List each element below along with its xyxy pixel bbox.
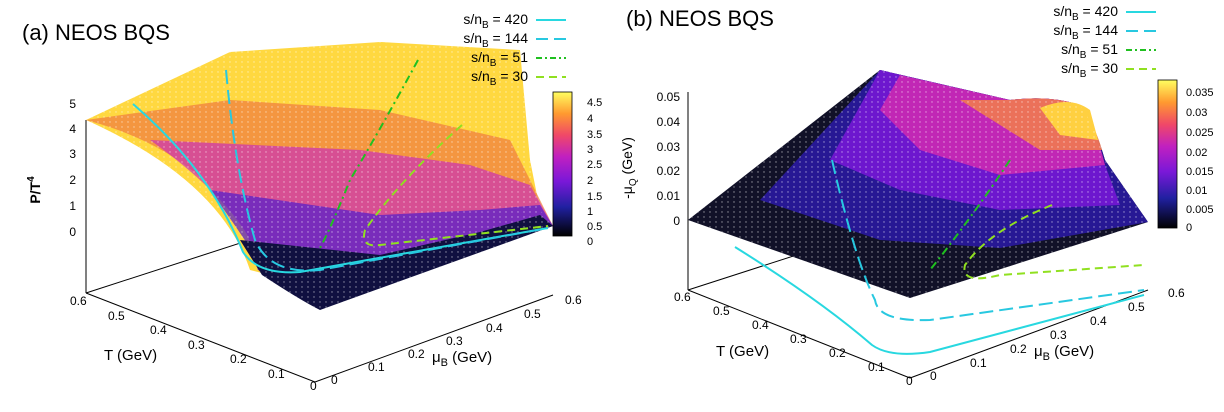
y-tick: 0.5 bbox=[1128, 300, 1145, 314]
colorbar-tick: 0.01 bbox=[1186, 185, 1207, 197]
colorbar-tick: 4.5 bbox=[587, 97, 602, 109]
x-tick: 0.4 bbox=[150, 323, 167, 337]
panel-a-legend: s/nB = 420 s/nB = 144 s/nB = 51 s/nB = 3… bbox=[463, 11, 566, 88]
z-tick: 0 bbox=[69, 225, 76, 239]
x-tick: 0.6 bbox=[674, 290, 691, 304]
y-tick: 0 bbox=[331, 373, 338, 387]
y-tick: 0.2 bbox=[408, 347, 425, 361]
y-tick: 0.3 bbox=[1050, 328, 1067, 342]
series-420 bbox=[132, 103, 549, 274]
legend-label: s/nB = 30 bbox=[471, 68, 528, 88]
z-tick: 0 bbox=[673, 214, 680, 228]
panel-b-x-label: T (GeV) bbox=[716, 343, 769, 360]
legend-label: s/nB = 144 bbox=[1053, 22, 1118, 42]
z-tick: 2 bbox=[69, 173, 76, 187]
panel-a-y-ticks: 0 0.1 0.2 0.3 0.4 0.5 0.6 bbox=[331, 293, 582, 387]
y-tick: 0.5 bbox=[524, 307, 541, 321]
panel-b-z-label: -μQ (GeV) bbox=[619, 137, 639, 199]
y-tick: 0.4 bbox=[1090, 314, 1107, 328]
y-tick: 0.2 bbox=[1010, 342, 1027, 356]
colorbar-tick: 4 bbox=[587, 113, 593, 125]
series-30 bbox=[363, 124, 549, 247]
colorbar-tick: 2 bbox=[587, 175, 593, 187]
z-tick: 1 bbox=[69, 199, 76, 213]
x-tick: 0.4 bbox=[752, 318, 769, 332]
colorbar-tick: 0.02 bbox=[1186, 147, 1207, 159]
colorbar-tick: 0 bbox=[1186, 222, 1192, 234]
panel-a-title: (a) NEOS BQS bbox=[22, 20, 170, 45]
panel-a-z-label: P/T4 bbox=[26, 176, 43, 204]
legend-label: s/nB = 30 bbox=[1061, 60, 1118, 80]
panel-a-x-ticks: 0.6 0.5 0.4 0.3 0.2 0.1 0 bbox=[70, 294, 317, 393]
panel-a-y-label: μB (GeV) bbox=[432, 349, 492, 369]
panel-b-z-ticks: 0.05 0.04 0.03 0.02 0.01 0 bbox=[657, 90, 681, 228]
z-tick: 0.01 bbox=[657, 189, 681, 203]
panel-a-z-ticks: 5 4 3 2 1 0 bbox=[69, 97, 76, 239]
x-tick: 0.6 bbox=[70, 294, 87, 308]
z-tick: 0.05 bbox=[657, 90, 681, 104]
x-tick: 0.5 bbox=[108, 309, 125, 323]
x-tick: 0.2 bbox=[829, 346, 846, 360]
colorbar-tick: 0.015 bbox=[1186, 166, 1214, 178]
colorbar-tick: 0.035 bbox=[1186, 87, 1214, 99]
colorbar-tick: 0.5 bbox=[587, 221, 602, 233]
x-tick: 0 bbox=[310, 379, 317, 393]
colorbar-tick: 3 bbox=[587, 144, 593, 156]
x-tick: 0.5 bbox=[713, 304, 730, 318]
series-51 bbox=[319, 59, 419, 249]
x-tick: 0.1 bbox=[868, 360, 885, 374]
panel-a: (a) NEOS BQS 5 4 3 2 1 0 P/T4 bbox=[22, 11, 602, 393]
panel-a-floor bbox=[85, 120, 554, 383]
series-51 bbox=[929, 159, 1011, 271]
series-144 bbox=[831, 159, 1145, 322]
legend-label: s/nB = 51 bbox=[471, 49, 528, 69]
panel-b-legend: s/nB = 420 s/nB = 144 s/nB = 51 s/nB = 3… bbox=[1053, 3, 1156, 80]
z-tick: 3 bbox=[69, 147, 76, 161]
panel-b-curves bbox=[734, 159, 1145, 355]
colorbar-tick: 3.5 bbox=[587, 129, 602, 141]
panel-b-y-ticks: 0 0.1 0.2 0.3 0.4 0.5 0.6 bbox=[930, 286, 1185, 383]
colorbar-tick: 0.005 bbox=[1186, 204, 1214, 216]
x-tick: 0.1 bbox=[268, 367, 285, 381]
z-tick: 0.02 bbox=[657, 164, 681, 178]
y-tick: 0.6 bbox=[1168, 286, 1185, 300]
z-tick: 5 bbox=[69, 97, 76, 111]
panel-b: (b) NEOS BQS 0.05 0.04 0.03 0.02 0.01 0 … bbox=[619, 3, 1214, 388]
y-tick: 0.6 bbox=[565, 293, 582, 307]
colorbar-tick: 0.025 bbox=[1186, 127, 1214, 139]
y-tick: 0.3 bbox=[446, 334, 463, 348]
x-tick: 0.3 bbox=[790, 332, 807, 346]
y-tick: 0 bbox=[930, 369, 937, 383]
panel-a-x-label: T (GeV) bbox=[104, 347, 157, 364]
series-144 bbox=[225, 69, 549, 272]
series-30 bbox=[963, 204, 1145, 280]
z-tick: 4 bbox=[69, 122, 76, 136]
colorbar-tick: 1.5 bbox=[587, 191, 602, 203]
y-tick: 0.1 bbox=[970, 356, 987, 370]
x-tick: 0 bbox=[906, 374, 913, 388]
panel-b-x-ticks: 0.6 0.5 0.4 0.3 0.2 0.1 0 bbox=[674, 290, 913, 388]
colorbar-tick: 1 bbox=[587, 206, 593, 218]
panel-b-title: (b) NEOS BQS bbox=[626, 6, 774, 31]
legend-label: s/nB = 51 bbox=[1061, 41, 1118, 61]
x-tick: 0.2 bbox=[230, 352, 247, 366]
panel-b-colorbar: 0.035 0.03 0.025 0.02 0.015 0.01 0.005 0 bbox=[1157, 79, 1214, 234]
series-420 bbox=[734, 246, 1145, 355]
panel-a-colorbar: 4.5 4 3.5 3 2.5 2 1.5 1 0.5 0 bbox=[552, 91, 602, 248]
z-tick: 0.04 bbox=[657, 115, 681, 129]
x-tick: 0.3 bbox=[188, 338, 205, 352]
legend-label: s/nB = 420 bbox=[463, 11, 528, 31]
panel-b-y-label: μB (GeV) bbox=[1034, 343, 1094, 363]
colorbar-tick: 0 bbox=[587, 236, 593, 248]
z-tick: 0.03 bbox=[657, 140, 681, 154]
colorbar-tick: 0.03 bbox=[1186, 107, 1207, 119]
y-tick: 0.1 bbox=[368, 360, 385, 374]
panel-b-surface bbox=[688, 70, 1148, 298]
y-tick: 0.4 bbox=[486, 321, 503, 335]
panel-a-curves bbox=[132, 59, 549, 274]
legend-label: s/nB = 144 bbox=[463, 30, 528, 50]
colorbar-tick: 2.5 bbox=[587, 159, 602, 171]
legend-label: s/nB = 420 bbox=[1053, 3, 1118, 23]
